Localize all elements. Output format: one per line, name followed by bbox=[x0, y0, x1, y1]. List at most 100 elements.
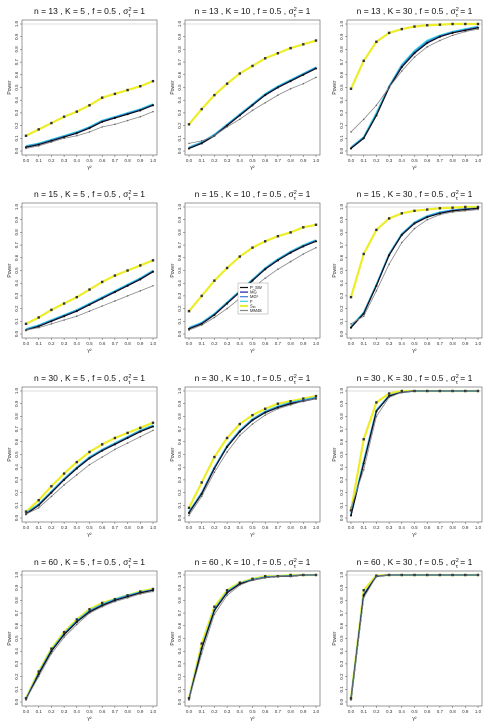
series-point-psw bbox=[113, 290, 116, 294]
y-tick-label: 0.1 bbox=[14, 135, 19, 142]
y-tick-label: 0.0 bbox=[177, 514, 182, 521]
series-point-sxx bbox=[302, 43, 305, 46]
series-point-psw bbox=[88, 457, 91, 460]
y-tick-label: 0.9 bbox=[14, 400, 19, 407]
y-tick-label: 1.0 bbox=[14, 387, 19, 394]
series-point-mm48 bbox=[362, 597, 365, 599]
panel-2: n = 13 , K = 10 , f = 0.5 , σ2 τ = 1 0.0 0.… bbox=[170, 6, 321, 171]
x-tick-label: 0.9 bbox=[137, 341, 144, 346]
series-point-sxx bbox=[24, 322, 28, 326]
series-point-psw bbox=[213, 313, 216, 317]
series-point-mm48 bbox=[451, 34, 454, 37]
series-point-mm48 bbox=[264, 414, 267, 416]
plot-frame bbox=[184, 570, 321, 707]
series-point-mm48 bbox=[477, 390, 479, 392]
series-point-mm48 bbox=[401, 574, 403, 576]
series-point-sxx bbox=[50, 485, 53, 488]
y-tick-label: 0.0 bbox=[14, 514, 19, 521]
series-point-psw bbox=[451, 31, 454, 34]
x-tick-label: 0.9 bbox=[300, 525, 307, 530]
series-point-psw bbox=[113, 599, 116, 602]
y-axis-label: Power bbox=[170, 631, 176, 646]
series-point-mm48 bbox=[88, 463, 91, 466]
plot-frame bbox=[184, 386, 321, 523]
series-point-mm48 bbox=[375, 290, 378, 292]
x-tick-label: 0.2 bbox=[211, 709, 218, 714]
y-axis-label: Power bbox=[332, 447, 338, 462]
series-point-psw bbox=[24, 146, 28, 149]
x-axis-label: γ² bbox=[250, 716, 255, 722]
x-tick-label: 0.0 bbox=[348, 158, 355, 163]
y-tick-label: 0.2 bbox=[339, 673, 344, 680]
y-tick-label: 0.7 bbox=[14, 58, 19, 65]
y-tick-label: 0.3 bbox=[339, 476, 344, 483]
series-point-sxx bbox=[264, 407, 267, 410]
series-point-mm48 bbox=[264, 576, 267, 579]
y-tick-label: 0.7 bbox=[177, 58, 182, 65]
series-point-mm48 bbox=[226, 126, 228, 128]
series-point-sxx bbox=[37, 670, 40, 673]
series-point-sxx bbox=[126, 88, 129, 92]
y-tick-label: 0.5 bbox=[339, 267, 344, 274]
series-point-sxx bbox=[264, 57, 267, 60]
series-point-sxx bbox=[264, 575, 267, 578]
series-point-sxx bbox=[151, 587, 155, 591]
x-tick-label: 0.3 bbox=[386, 525, 393, 530]
y-tick-label: 0.8 bbox=[177, 46, 182, 53]
y-tick-label: 0.4 bbox=[14, 648, 19, 655]
y-tick-label: 0.4 bbox=[339, 280, 344, 287]
series-point-psw bbox=[476, 26, 480, 29]
series-point-psw bbox=[151, 589, 155, 592]
series-point-sxx bbox=[314, 223, 318, 226]
series-point-psw bbox=[264, 268, 267, 271]
y-tick-label: 0.3 bbox=[339, 660, 344, 667]
series-point-sxx bbox=[24, 510, 28, 513]
x-tick-label: 0.4 bbox=[74, 158, 81, 163]
x-tick-label: 0.6 bbox=[424, 525, 431, 530]
x-tick-label: 0.2 bbox=[48, 341, 55, 346]
legend-label-mm48: MM48 bbox=[250, 308, 262, 313]
series-point-mm48 bbox=[114, 123, 116, 126]
x-tick-label: 1.0 bbox=[313, 341, 320, 346]
x-tick-label: 0.5 bbox=[411, 525, 418, 530]
y-tick-label: 0.9 bbox=[14, 216, 19, 223]
legend-label-mg2: MG² bbox=[250, 294, 259, 299]
y-tick-label: 0.9 bbox=[339, 584, 344, 591]
series-point-mm48 bbox=[477, 574, 479, 576]
series-point-sxx bbox=[24, 134, 28, 137]
series-point-psw bbox=[264, 411, 267, 414]
y-tick-label: 0.3 bbox=[14, 292, 19, 299]
series-point-mm48 bbox=[439, 574, 441, 576]
series-point-mm48 bbox=[188, 142, 190, 145]
x-tick-label: 0.7 bbox=[275, 709, 282, 714]
series-point-mm48 bbox=[63, 484, 65, 486]
series-point-mm48 bbox=[388, 86, 390, 89]
series-point-sxx bbox=[126, 431, 129, 435]
series-point-psw bbox=[400, 66, 403, 69]
series-point-sxx bbox=[413, 209, 416, 213]
x-tick-label: 1.0 bbox=[150, 525, 157, 530]
series-point-mm48 bbox=[401, 70, 403, 72]
y-tick-label: 0.0 bbox=[177, 330, 182, 337]
plot-frame bbox=[346, 19, 483, 156]
series-point-mm48 bbox=[289, 87, 292, 90]
y-tick-label: 0.8 bbox=[177, 413, 182, 420]
x-tick-label: 0.9 bbox=[462, 525, 469, 530]
y-tick-label: 1.0 bbox=[14, 20, 19, 27]
series-point-sxx bbox=[62, 302, 66, 305]
panel-9: n = 30 , K = 30 , f = 0.5 , σ2 τ = 1 0.0 0.… bbox=[332, 373, 483, 538]
series-point-mm48 bbox=[139, 115, 142, 118]
series-point-mm48 bbox=[213, 316, 216, 319]
x-tick-label: 0.6 bbox=[99, 158, 106, 163]
y-tick-label: 0.4 bbox=[177, 464, 182, 471]
series-point-sxx bbox=[264, 240, 267, 243]
series-point-mm48 bbox=[375, 415, 378, 418]
series-point-sxx bbox=[302, 397, 305, 400]
y-tick-label: 0.8 bbox=[339, 597, 344, 604]
x-tick-label: 0.0 bbox=[23, 341, 30, 346]
series-point-sxx bbox=[225, 266, 229, 270]
panel-title: n = 60 , K = 5 , f = 0.5 , σ2 τ = 1 bbox=[34, 557, 145, 570]
y-tick-label: 1.0 bbox=[177, 387, 182, 394]
series-point-sxx bbox=[101, 443, 104, 446]
